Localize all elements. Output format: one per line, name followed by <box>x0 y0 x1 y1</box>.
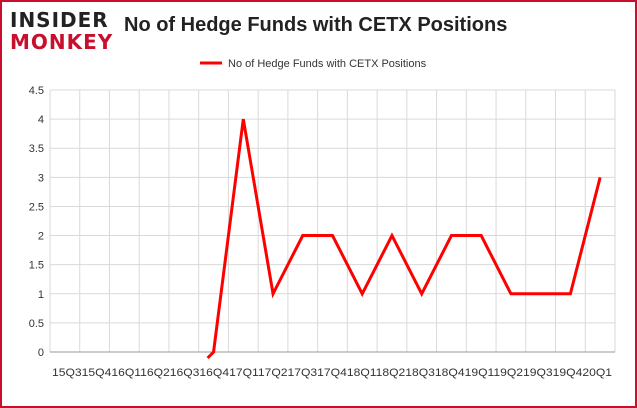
legend: No of Hedge Funds with CETX Positions <box>200 58 427 70</box>
y-tick-label: 2 <box>38 231 44 243</box>
legend-label: No of Hedge Funds with CETX Positions <box>228 58 427 70</box>
grid-lines <box>49 89 616 353</box>
y-tick-label: 3 <box>38 172 44 184</box>
series-line-0 <box>206 118 602 360</box>
logo-line-1: INSIDER <box>10 8 109 32</box>
y-tick-label: 3.5 <box>29 143 44 155</box>
x-axis-tick-labels: 15Q315Q416Q116Q216Q316Q417Q117Q217Q317Q4… <box>52 367 612 379</box>
y-tick-label: 2.5 <box>29 201 44 213</box>
y-tick-label: 1 <box>38 289 44 301</box>
y-tick-label: 1.5 <box>29 260 44 272</box>
chart-title: No of Hedge Funds with CETX Positions <box>124 14 508 36</box>
series-lines <box>206 118 602 360</box>
insider-monkey-logo: INSIDER MONKEY <box>10 6 120 56</box>
logo-line-2: MONKEY <box>10 30 114 54</box>
y-axis-ticks: 0 0.5 1 1.5 2 2.5 3 3.5 4 4.5 <box>29 85 44 359</box>
y-tick-label: 4 <box>38 114 44 126</box>
y-tick-label: 0 <box>38 347 44 359</box>
y-tick-label: 4.5 <box>29 85 44 97</box>
y-tick-label: 0.5 <box>29 318 44 330</box>
